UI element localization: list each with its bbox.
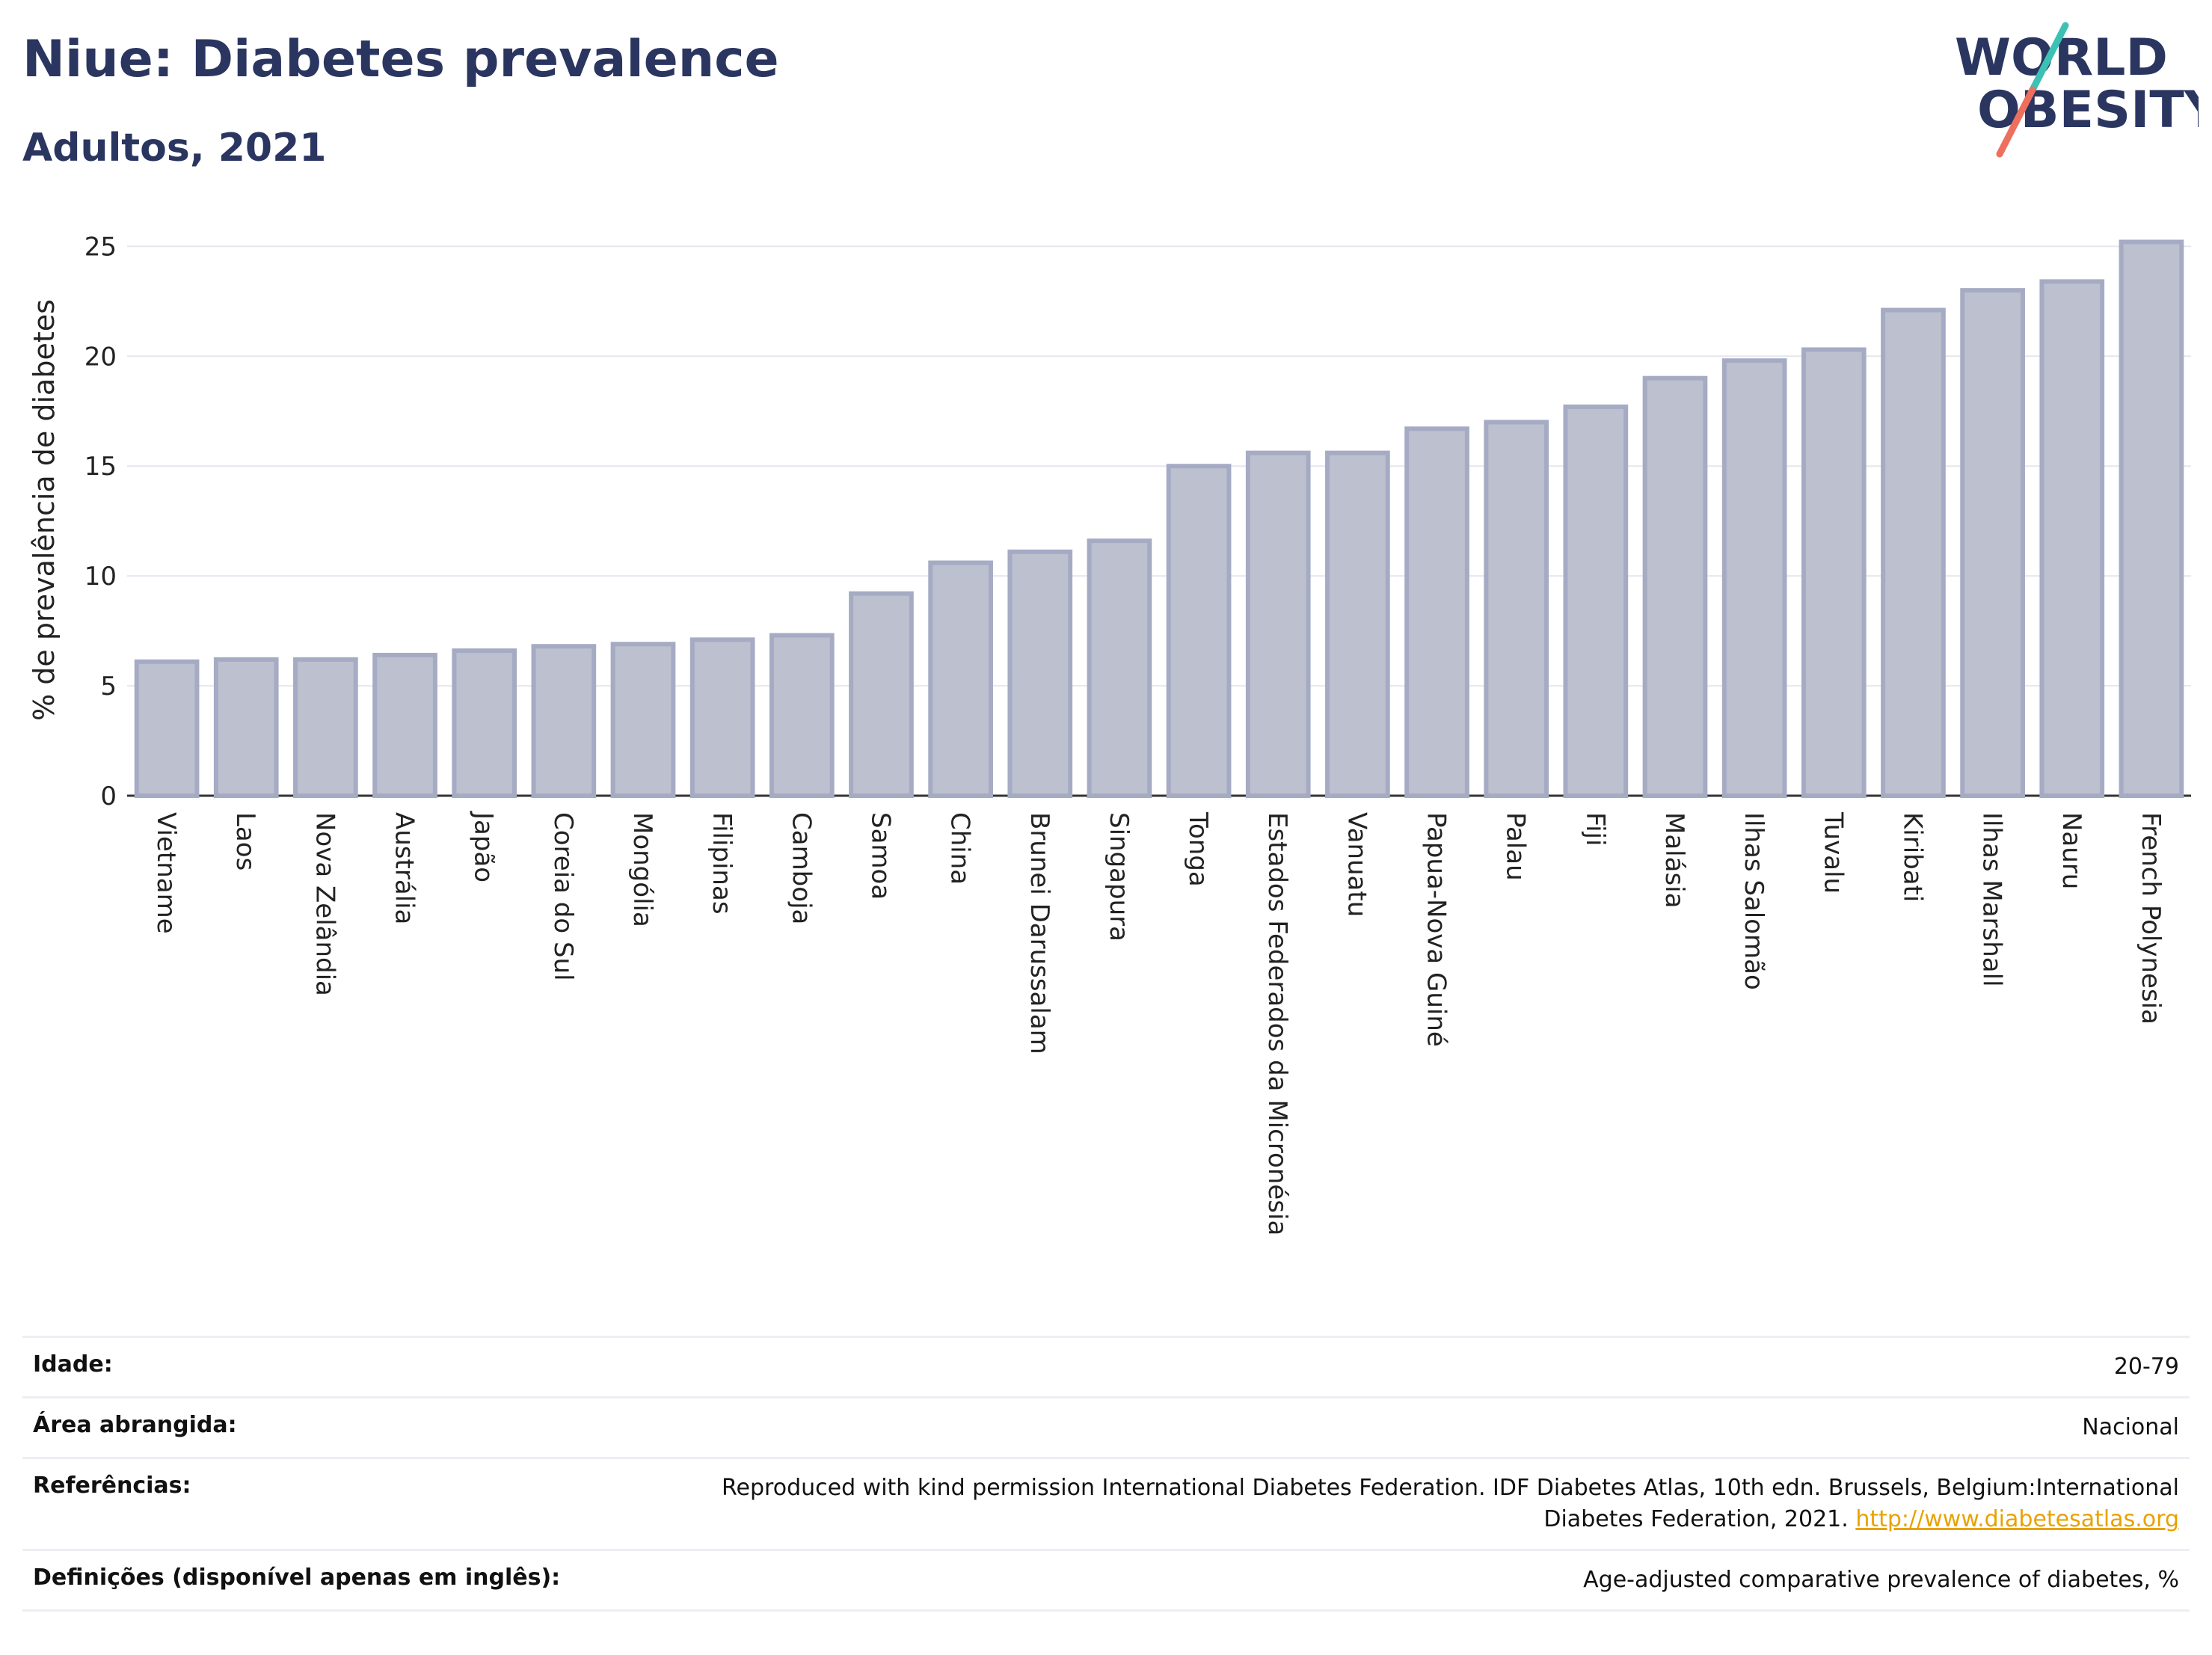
bar[interactable] — [1325, 450, 1390, 798]
x-axis-ticks: Vietname Laos Nova Zelândia Austrália Japão C… — [151, 811, 2166, 1235]
bar[interactable] — [769, 633, 835, 798]
bar[interactable] — [2119, 239, 2184, 798]
page-title: Niue: Diabetes prevalence — [22, 30, 779, 89]
x-tick-label: Ilhas Marshall — [1977, 812, 2007, 987]
x-tick-label: Mongólia — [627, 812, 657, 927]
x-tick-label: Singapura — [1104, 812, 1134, 942]
bar[interactable] — [1166, 464, 1232, 798]
y-axis-ticks: 0 5 10 15 20 25 — [85, 232, 117, 811]
x-tick-label: Laos — [230, 812, 260, 871]
x-tick-label: Fiji — [1580, 812, 1610, 846]
y-tick-label: 10 — [85, 562, 117, 592]
bar[interactable] — [293, 657, 358, 798]
x-tick-label: Malásia — [1659, 812, 1689, 908]
footer-row-references: Referências: Reproduced with kind permis… — [22, 1457, 2190, 1549]
metadata-table: Idade: 20-79 Área abrangida: Nacional Re… — [22, 1336, 2190, 1612]
bar[interactable] — [1245, 450, 1311, 798]
bar[interactable] — [849, 591, 914, 799]
x-tick-label: China — [945, 812, 975, 885]
bar[interactable] — [134, 659, 200, 798]
x-tick-label: Estados Federados da Micronésia — [1262, 812, 1292, 1235]
x-tick-label: Samoa — [865, 812, 895, 900]
reference-text: Reproduced with kind permission Internat… — [722, 1475, 2179, 1532]
x-tick-label: Camboja — [786, 812, 816, 924]
y-tick-label: 25 — [85, 232, 117, 262]
bar[interactable] — [531, 644, 597, 799]
logo-slash-coral — [1996, 86, 2036, 158]
x-tick-label: French Polynesia — [2136, 812, 2166, 1025]
x-tick-label: Vanuatu — [1342, 812, 1371, 917]
bars — [134, 239, 2184, 799]
x-tick-label: Filipinas — [707, 812, 737, 915]
bar-chart: 0 5 10 15 20 25 Vietname Laos Nova Zelândia Aust… — [28, 232, 2191, 1235]
world-obesity-logo: WORLD OBESITY — [1955, 22, 2199, 158]
bar[interactable] — [2039, 279, 2105, 798]
y-axis-label: % de prevalência de diabetes — [28, 299, 61, 721]
bar[interactable] — [1881, 307, 1946, 799]
footer-label: Idade: — [33, 1351, 113, 1378]
footer-value: Age-adjusted comparative prevalence of d… — [1583, 1567, 2179, 1593]
x-tick-label: Palau — [1501, 812, 1531, 881]
x-tick-label: Kiribati — [1897, 812, 1927, 902]
x-tick-label: Papua-Nova Guiné — [1422, 812, 1451, 1047]
x-tick-label: Tuvalu — [1818, 811, 1848, 894]
footer-row-age: Idade: 20-79 — [22, 1336, 2190, 1396]
bar[interactable] — [1960, 288, 2025, 798]
bar[interactable] — [1642, 375, 1708, 798]
bar[interactable] — [689, 637, 755, 798]
x-tick-label: Japão — [469, 811, 499, 882]
x-tick-label: Tonga — [1183, 811, 1213, 887]
bar[interactable] — [610, 642, 676, 798]
bar[interactable] — [1007, 549, 1073, 798]
x-tick-label: Brunei Darussalam — [1024, 812, 1054, 1054]
page-subtitle: Adultos, 2021 — [22, 126, 327, 171]
bar[interactable] — [1404, 426, 1469, 798]
footer-row-area: Área abrangida: Nacional — [22, 1396, 2190, 1457]
y-tick-label: 0 — [100, 782, 117, 811]
x-tick-label: Ilhas Salomão — [1739, 812, 1769, 990]
x-tick-label: Vietname — [151, 812, 181, 934]
y-tick-label: 5 — [100, 672, 117, 701]
x-tick-label: Nauru — [2056, 812, 2086, 889]
x-tick-label: Austrália — [390, 812, 420, 924]
reference-link[interactable]: http://www.diabetesatlas.org — [1855, 1506, 2179, 1532]
footer-row-definitions: Definições (disponível apenas em inglês)… — [22, 1549, 2190, 1612]
y-tick-label: 15 — [85, 452, 117, 482]
x-tick-label: Coreia do Sul — [548, 812, 578, 981]
bar[interactable] — [1801, 347, 1867, 798]
footer-label: Definições (disponível apenas em inglês)… — [33, 1565, 561, 1591]
bar[interactable] — [452, 648, 517, 798]
bar[interactable] — [372, 652, 437, 799]
bar[interactable] — [1721, 358, 1787, 798]
footer-label: Referências: — [33, 1473, 191, 1499]
footer-label: Área abrangida: — [33, 1412, 237, 1438]
bar[interactable] — [928, 560, 993, 798]
bar[interactable] — [1563, 404, 1629, 798]
logo-slash-teal — [2029, 22, 2069, 93]
y-tick-label: 20 — [85, 342, 117, 372]
x-tick-label: Nova Zelândia — [310, 812, 340, 996]
bar[interactable] — [213, 657, 279, 798]
footer-value: Nacional — [2082, 1414, 2179, 1440]
bar[interactable] — [1484, 420, 1549, 798]
footer-value: 20-79 — [2113, 1354, 2179, 1380]
footer-value: Reproduced with kind permission Internat… — [646, 1473, 2179, 1535]
bar[interactable] — [1087, 538, 1152, 798]
